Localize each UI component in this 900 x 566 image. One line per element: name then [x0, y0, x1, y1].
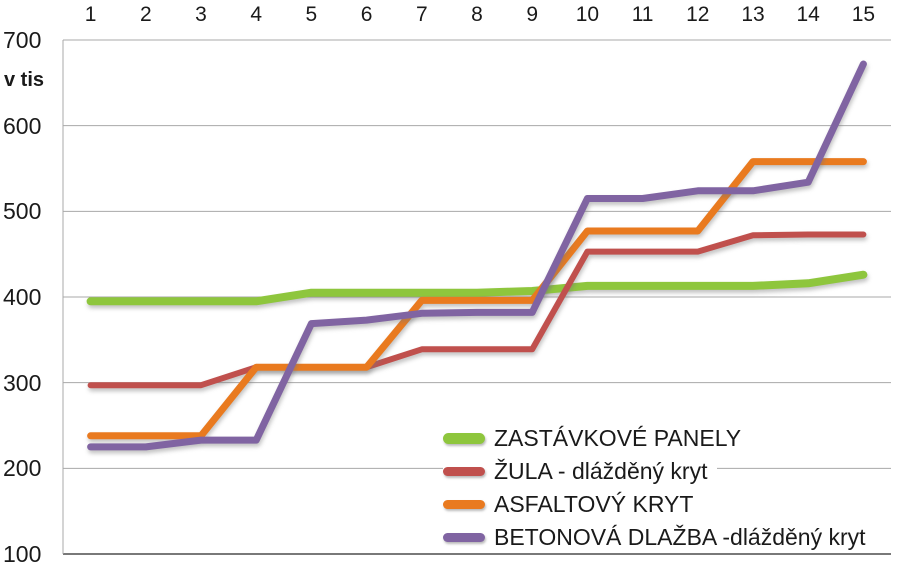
series-line — [87, 158, 867, 440]
y-axis-label: 100 — [3, 541, 42, 566]
legend-swatch-icon — [443, 466, 485, 476]
x-axis-label: 7 — [415, 3, 428, 26]
x-axis-label: 9 — [526, 3, 539, 26]
legend-item: ASFALTOVÝ KRYT — [443, 490, 704, 518]
series-line — [87, 60, 867, 451]
y-axis-label: 400 — [3, 284, 42, 310]
x-axis-label: 14 — [796, 3, 820, 26]
x-axis-label: 5 — [305, 3, 318, 26]
x-axis-label: 13 — [741, 3, 765, 26]
x-axis-label: 12 — [686, 3, 710, 26]
y-axis-label: 700 — [3, 27, 42, 53]
legend-item: ZASTÁVKOVÉ PANELY — [443, 424, 752, 452]
x-axis-label: 8 — [471, 3, 483, 26]
legend-label: ZASTÁVKOVÉ PANELY — [494, 425, 742, 451]
legend-swatch-icon — [443, 499, 485, 509]
legend-label: BETONOVÁ DLAŽBA -dlážděný kryt — [494, 524, 866, 550]
series-line — [87, 231, 867, 389]
legend-label: ASFALTOVÝ KRYT — [494, 491, 694, 517]
y-axis-label: 600 — [3, 112, 42, 139]
x-axis-label: 2 — [139, 3, 152, 26]
y-axis-title: v tis — [4, 69, 45, 91]
y-axis-label: 500 — [3, 198, 42, 225]
x-axis-label: 1 — [84, 3, 97, 26]
x-axis-label: 6 — [360, 3, 373, 26]
x-axis-label: 4 — [250, 3, 263, 26]
legend-label: ŽULA - dlážděný kryt — [494, 458, 708, 484]
x-axis-label: 11 — [631, 3, 654, 26]
legend-swatch-icon — [443, 532, 485, 542]
x-axis-label: 10 — [575, 3, 600, 26]
legend: ZASTÁVKOVÉ PANELY ŽULA - dlážděný kryt ASF… — [443, 424, 876, 551]
legend-item: BETONOVÁ DLAŽBA -dlážděný kryt — [443, 523, 876, 551]
series-line — [86, 270, 868, 306]
x-axis-label: 3 — [195, 3, 207, 26]
y-axis-label: 300 — [3, 369, 42, 396]
legend-swatch-icon — [443, 432, 485, 444]
x-axis-label: 15 — [851, 3, 876, 26]
y-axis-label: 200 — [3, 455, 42, 482]
legend-item: ŽULA - dlážděný kryt — [443, 457, 718, 485]
